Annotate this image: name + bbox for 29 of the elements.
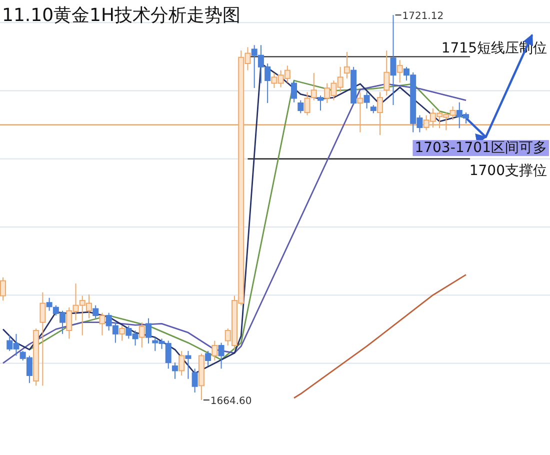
candlestick xyxy=(178,350,185,376)
candlestick xyxy=(344,51,350,79)
candlestick xyxy=(298,100,304,114)
candlestick xyxy=(384,50,390,96)
candlestick xyxy=(146,318,152,344)
candlestick xyxy=(99,312,106,336)
candlestick xyxy=(185,350,192,380)
annotation: 1721.12 xyxy=(402,11,444,22)
candlestick xyxy=(119,325,126,342)
candlestick xyxy=(172,362,178,380)
candlestick xyxy=(192,368,198,394)
candlestick xyxy=(364,92,370,109)
candlestick xyxy=(205,350,212,366)
candlestick xyxy=(40,292,46,386)
candlestick xyxy=(357,92,364,133)
candlestick xyxy=(317,95,324,111)
candlestick xyxy=(396,60,403,84)
candlestick xyxy=(138,322,145,348)
annotation: 1664.60 xyxy=(210,396,252,407)
candlestick xyxy=(291,80,298,103)
candlestick xyxy=(0,276,6,302)
candlestick xyxy=(377,92,384,136)
candlestick xyxy=(212,340,218,361)
ref-line-label: 1700支撑位 xyxy=(469,162,547,179)
candlestick xyxy=(46,297,52,312)
candlestick xyxy=(390,14,396,106)
candlestick xyxy=(218,342,224,370)
candlestick xyxy=(92,304,99,319)
chart-title: 11.10黄金1H技术分析走势图 xyxy=(2,5,241,26)
